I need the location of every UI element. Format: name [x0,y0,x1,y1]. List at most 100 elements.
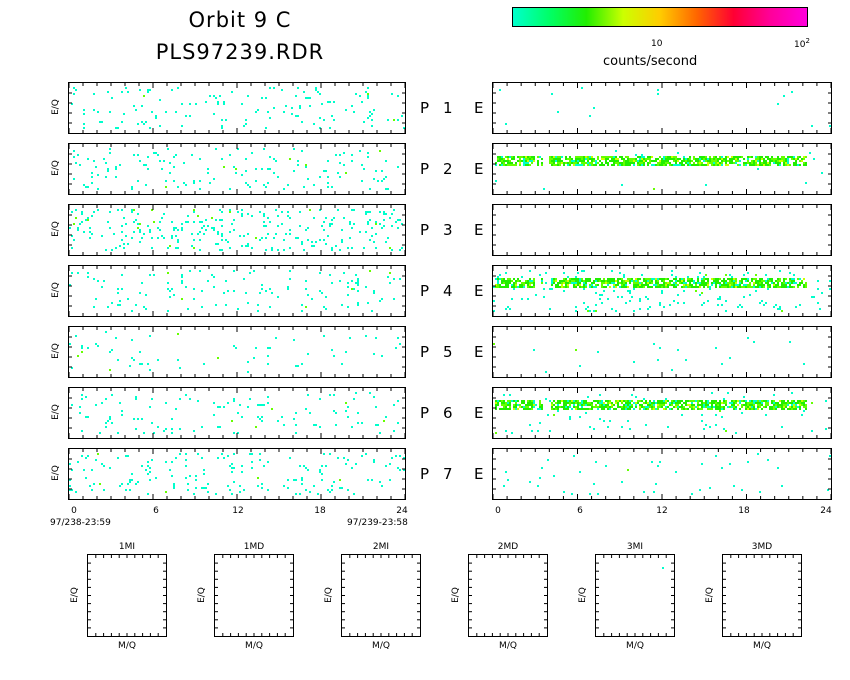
count-cell [287,286,289,288]
count-cell [149,127,151,129]
spectrogram-right-3 [492,204,832,256]
count-cell [129,365,131,367]
count-cell [525,162,527,164]
count-cell [495,404,497,406]
count-cell [721,304,723,306]
count-cell [533,404,535,406]
count-cell [629,428,631,430]
count-cell [523,282,525,284]
count-cell [87,217,89,219]
count-cell [331,247,333,249]
count-cell [521,402,523,404]
count-cell [599,298,601,300]
count-cell [705,160,707,162]
count-cell [357,304,359,306]
count-cell [257,416,259,418]
count-cell [367,95,369,97]
count-cell [643,164,645,166]
count-cell [699,160,701,162]
count-cell [165,491,167,493]
count-cell [397,166,399,168]
count-cell [749,402,751,404]
count-cell [591,164,593,166]
count-cell [299,107,301,109]
count-cell [147,156,149,158]
count-cell [375,247,377,249]
count-cell [687,408,689,410]
count-cell [723,428,725,430]
count-cell [625,406,627,408]
count-cell [373,292,375,294]
count-cell [641,164,643,166]
count-cell [697,280,699,282]
count-cell [579,404,581,406]
count-cell [829,455,831,457]
count-cell [641,404,643,406]
count-cell [779,162,781,164]
count-cell [739,400,741,402]
count-cell [275,337,277,339]
count-cell [639,298,641,300]
count-cell [131,209,133,211]
count-cell [151,422,153,424]
count-cell [583,408,585,410]
count-cell [617,164,619,166]
count-cell [133,359,135,361]
count-cell [367,211,369,213]
count-cell [645,278,647,280]
count-cell [653,404,655,406]
count-cell [723,282,725,284]
count-cell [615,408,617,410]
count-cell [339,479,341,481]
count-cell [793,158,795,160]
count-cell [721,162,723,164]
count-cell [551,164,553,166]
count-cell [189,115,191,117]
count-cell [573,160,575,162]
count-cell [813,296,815,298]
count-cell [691,493,693,495]
count-cell [657,286,659,288]
count-cell [293,479,295,481]
count-cell [267,217,269,219]
count-cell [273,172,275,174]
count-cell [229,154,231,156]
count-cell [251,467,253,469]
count-cell [141,121,143,123]
count-cell [551,406,553,408]
count-cell [73,178,75,180]
count-cell [121,274,123,276]
count-cell [603,404,605,406]
count-cell [509,160,511,162]
count-cell [793,402,795,404]
count-cell [633,158,635,160]
count-cell [573,280,575,282]
p-letter: P [420,282,430,300]
count-cell [183,182,185,184]
count-cell [507,479,509,481]
count-cell [217,457,219,459]
count-cell [115,168,117,170]
count-cell [677,402,679,404]
count-cell [519,160,521,162]
count-cell [589,310,591,312]
count-cell [619,156,621,158]
count-cell [681,162,683,164]
count-cell [613,156,615,158]
count-cell [757,282,759,284]
count-cell [711,282,713,284]
count-cell [207,491,209,493]
count-cell [805,182,807,184]
count-cell [623,162,625,164]
count-cell [611,402,613,404]
count-cell [647,406,649,408]
count-cell [717,278,719,280]
count-cell [515,406,517,408]
count-cell [497,160,499,162]
count-cell [81,221,83,223]
count-cell [385,176,387,178]
count-cell [575,158,577,160]
count-cell [583,156,585,158]
count-cell [731,160,733,162]
count-cell [177,333,179,335]
